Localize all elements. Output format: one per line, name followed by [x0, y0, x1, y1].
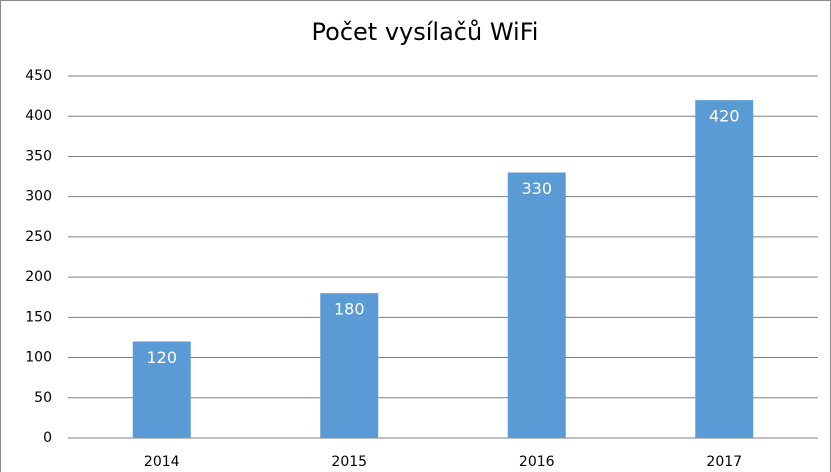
data-label: 420 — [709, 107, 740, 126]
x-tick-label: 2015 — [331, 454, 367, 470]
y-tick-label: 300 — [25, 189, 52, 205]
x-tick-label: 2014 — [144, 454, 180, 470]
bar — [507, 172, 566, 439]
y-tick-label: 50 — [34, 390, 52, 406]
data-label: 180 — [334, 300, 365, 319]
chart-title: Počet vysílačů WiFi — [312, 18, 539, 46]
y-tick-label: 400 — [25, 108, 52, 124]
data-label: 120 — [146, 348, 177, 367]
y-tick-label: 150 — [25, 309, 52, 325]
bar — [320, 293, 379, 438]
y-tick-label: 450 — [25, 68, 52, 84]
bar — [695, 100, 754, 438]
y-tick-label: 100 — [25, 350, 52, 366]
y-tick-label: 200 — [25, 269, 52, 285]
x-tick-label: 2017 — [706, 454, 742, 470]
y-tick-label: 350 — [25, 148, 52, 164]
data-label: 330 — [521, 179, 552, 198]
bar — [132, 341, 191, 438]
x-tick-label: 2016 — [519, 454, 555, 470]
y-tick-label: 250 — [25, 229, 52, 245]
y-tick-label: 0 — [43, 430, 52, 446]
